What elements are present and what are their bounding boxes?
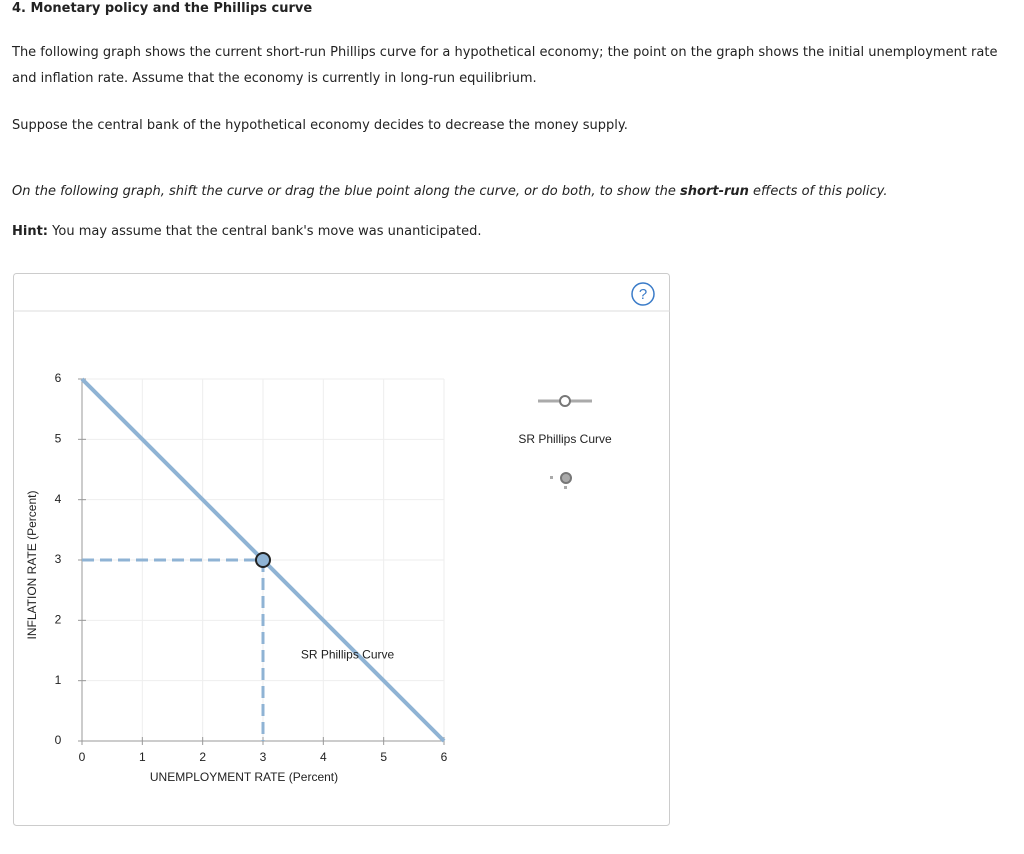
equilibrium-point[interactable] xyxy=(255,552,271,568)
curve-label: SR Phillips Curve xyxy=(301,648,395,662)
instruction-text: effects of this policy. xyxy=(748,184,888,199)
hint-label: Hint: xyxy=(12,224,49,239)
instruction-emphasis: short-run xyxy=(680,184,749,199)
point-tool-icon[interactable] xyxy=(550,476,553,479)
x-axis-title: UNEMPLOYMENT RATE (Percent) xyxy=(150,770,338,784)
panel-frame xyxy=(13,273,670,826)
line-tool-icon[interactable] xyxy=(559,395,571,407)
graph-panel: ? SR Phillips Curve 0 1 2 3 4 5 6 0 1 2 3 4 5 6 UNEMPL… xyxy=(13,273,670,826)
y-tick-label: 0 xyxy=(55,733,62,747)
x-tick-label: 4 xyxy=(320,750,327,764)
paragraph: The following graph shows the current sh… xyxy=(12,45,998,86)
y-tick-label: 1 xyxy=(55,673,62,687)
y-tick-label: 3 xyxy=(55,552,62,566)
x-tick-label: 3 xyxy=(260,750,267,764)
y-tick-label: 2 xyxy=(55,613,62,627)
point-tool-icon[interactable] xyxy=(560,472,572,484)
x-tick-label: 1 xyxy=(139,750,146,764)
paragraph: Suppose the central bank of the hypothet… xyxy=(12,118,628,133)
x-tick-label: 0 xyxy=(79,750,86,764)
instruction-text: On the following graph, shift the curve … xyxy=(12,184,681,199)
x-tick-label: 6 xyxy=(441,750,448,764)
y-tick-label: 5 xyxy=(55,432,62,446)
question-title: 4. Monetary policy and the Phillips curv… xyxy=(12,1,313,16)
y-tick-label: 4 xyxy=(55,492,62,506)
help-icon[interactable]: ? xyxy=(639,286,647,303)
x-tick-label: 5 xyxy=(380,750,387,764)
legend-label: SR Phillips Curve xyxy=(518,432,612,446)
help-button[interactable] xyxy=(631,282,655,306)
instruction: On the following graph, shift the curve … xyxy=(12,179,888,205)
y-tick-label: 6 xyxy=(55,371,62,385)
point-tool-icon[interactable] xyxy=(564,486,567,489)
y-axis-title: INFLATION RATE (Percent) xyxy=(25,491,39,640)
x-tick-label: 2 xyxy=(199,750,206,764)
hint-text: You may assume that the central bank's m… xyxy=(52,224,482,239)
hint: Hint: You may assume that the central ba… xyxy=(12,219,482,245)
